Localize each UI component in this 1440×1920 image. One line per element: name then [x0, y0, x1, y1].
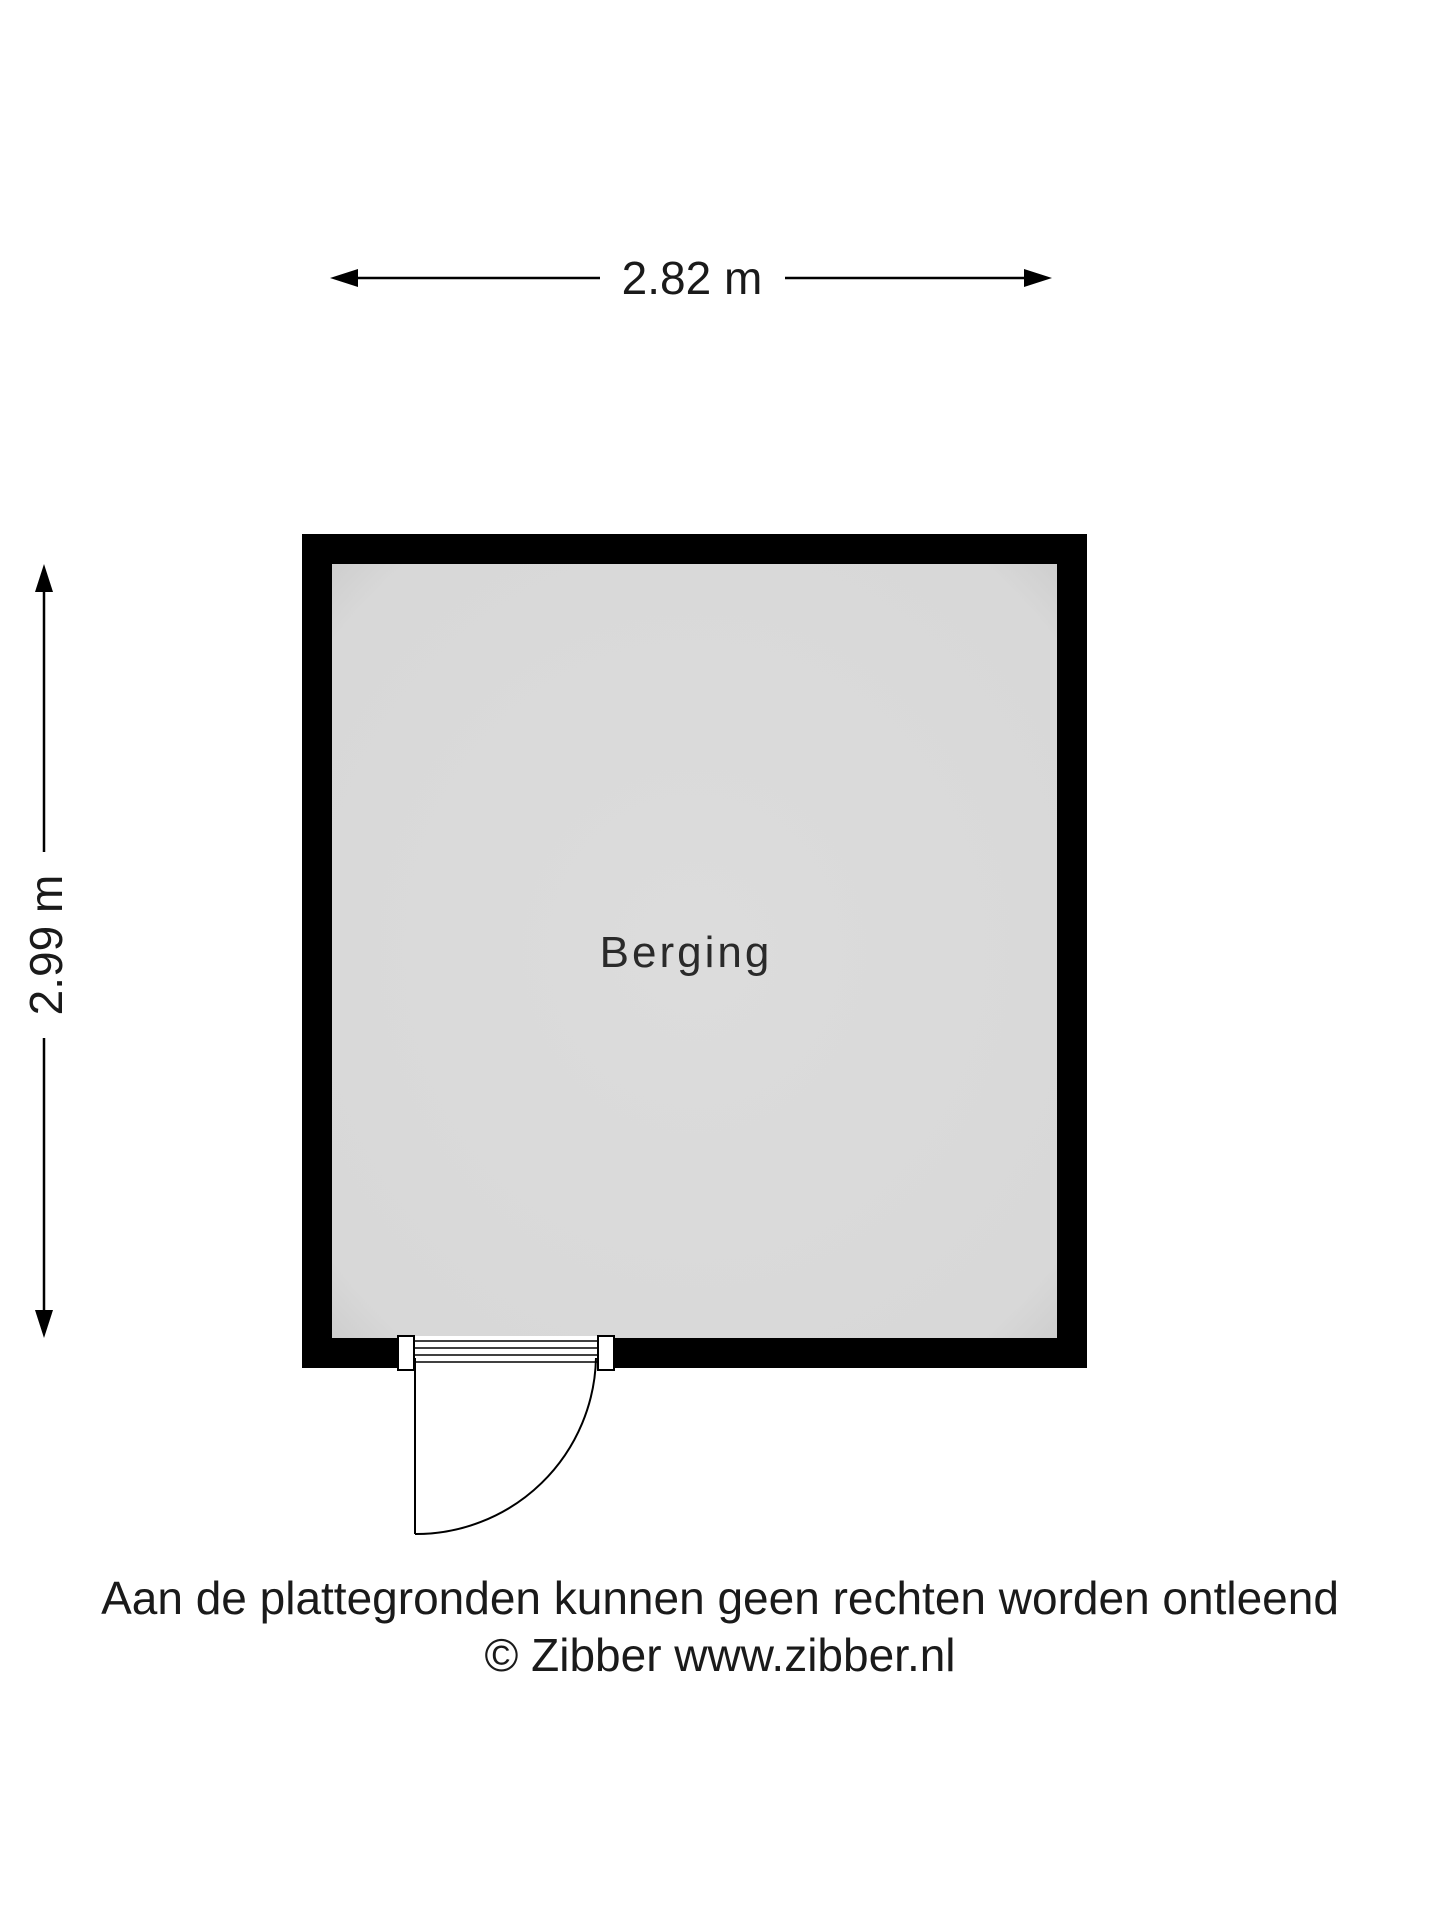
room-floor — [332, 564, 1057, 1338]
arrow-down-icon — [35, 1310, 53, 1338]
door-swing-arc — [414, 1357, 597, 1536]
door-jamb-left — [397, 1335, 415, 1371]
height-dimension: 2.99 m — [20, 564, 72, 1338]
arrow-up-icon — [35, 564, 53, 592]
room-label: Berging — [600, 928, 773, 977]
door — [397, 1335, 615, 1536]
height-dimension-label: 2.99 m — [20, 875, 72, 1016]
copyright-text: © Zibber www.zibber.nl — [484, 1629, 956, 1681]
disclaimer-text: Aan de plattegronden kunnen geen rechten… — [101, 1572, 1339, 1624]
door-jamb-right — [597, 1335, 615, 1371]
room-walls — [302, 534, 1087, 1370]
arrow-right-icon — [1024, 269, 1052, 287]
width-dimension: 2.82 m — [330, 252, 1052, 304]
arrow-left-icon — [330, 269, 358, 287]
width-dimension-label: 2.82 m — [622, 252, 763, 304]
